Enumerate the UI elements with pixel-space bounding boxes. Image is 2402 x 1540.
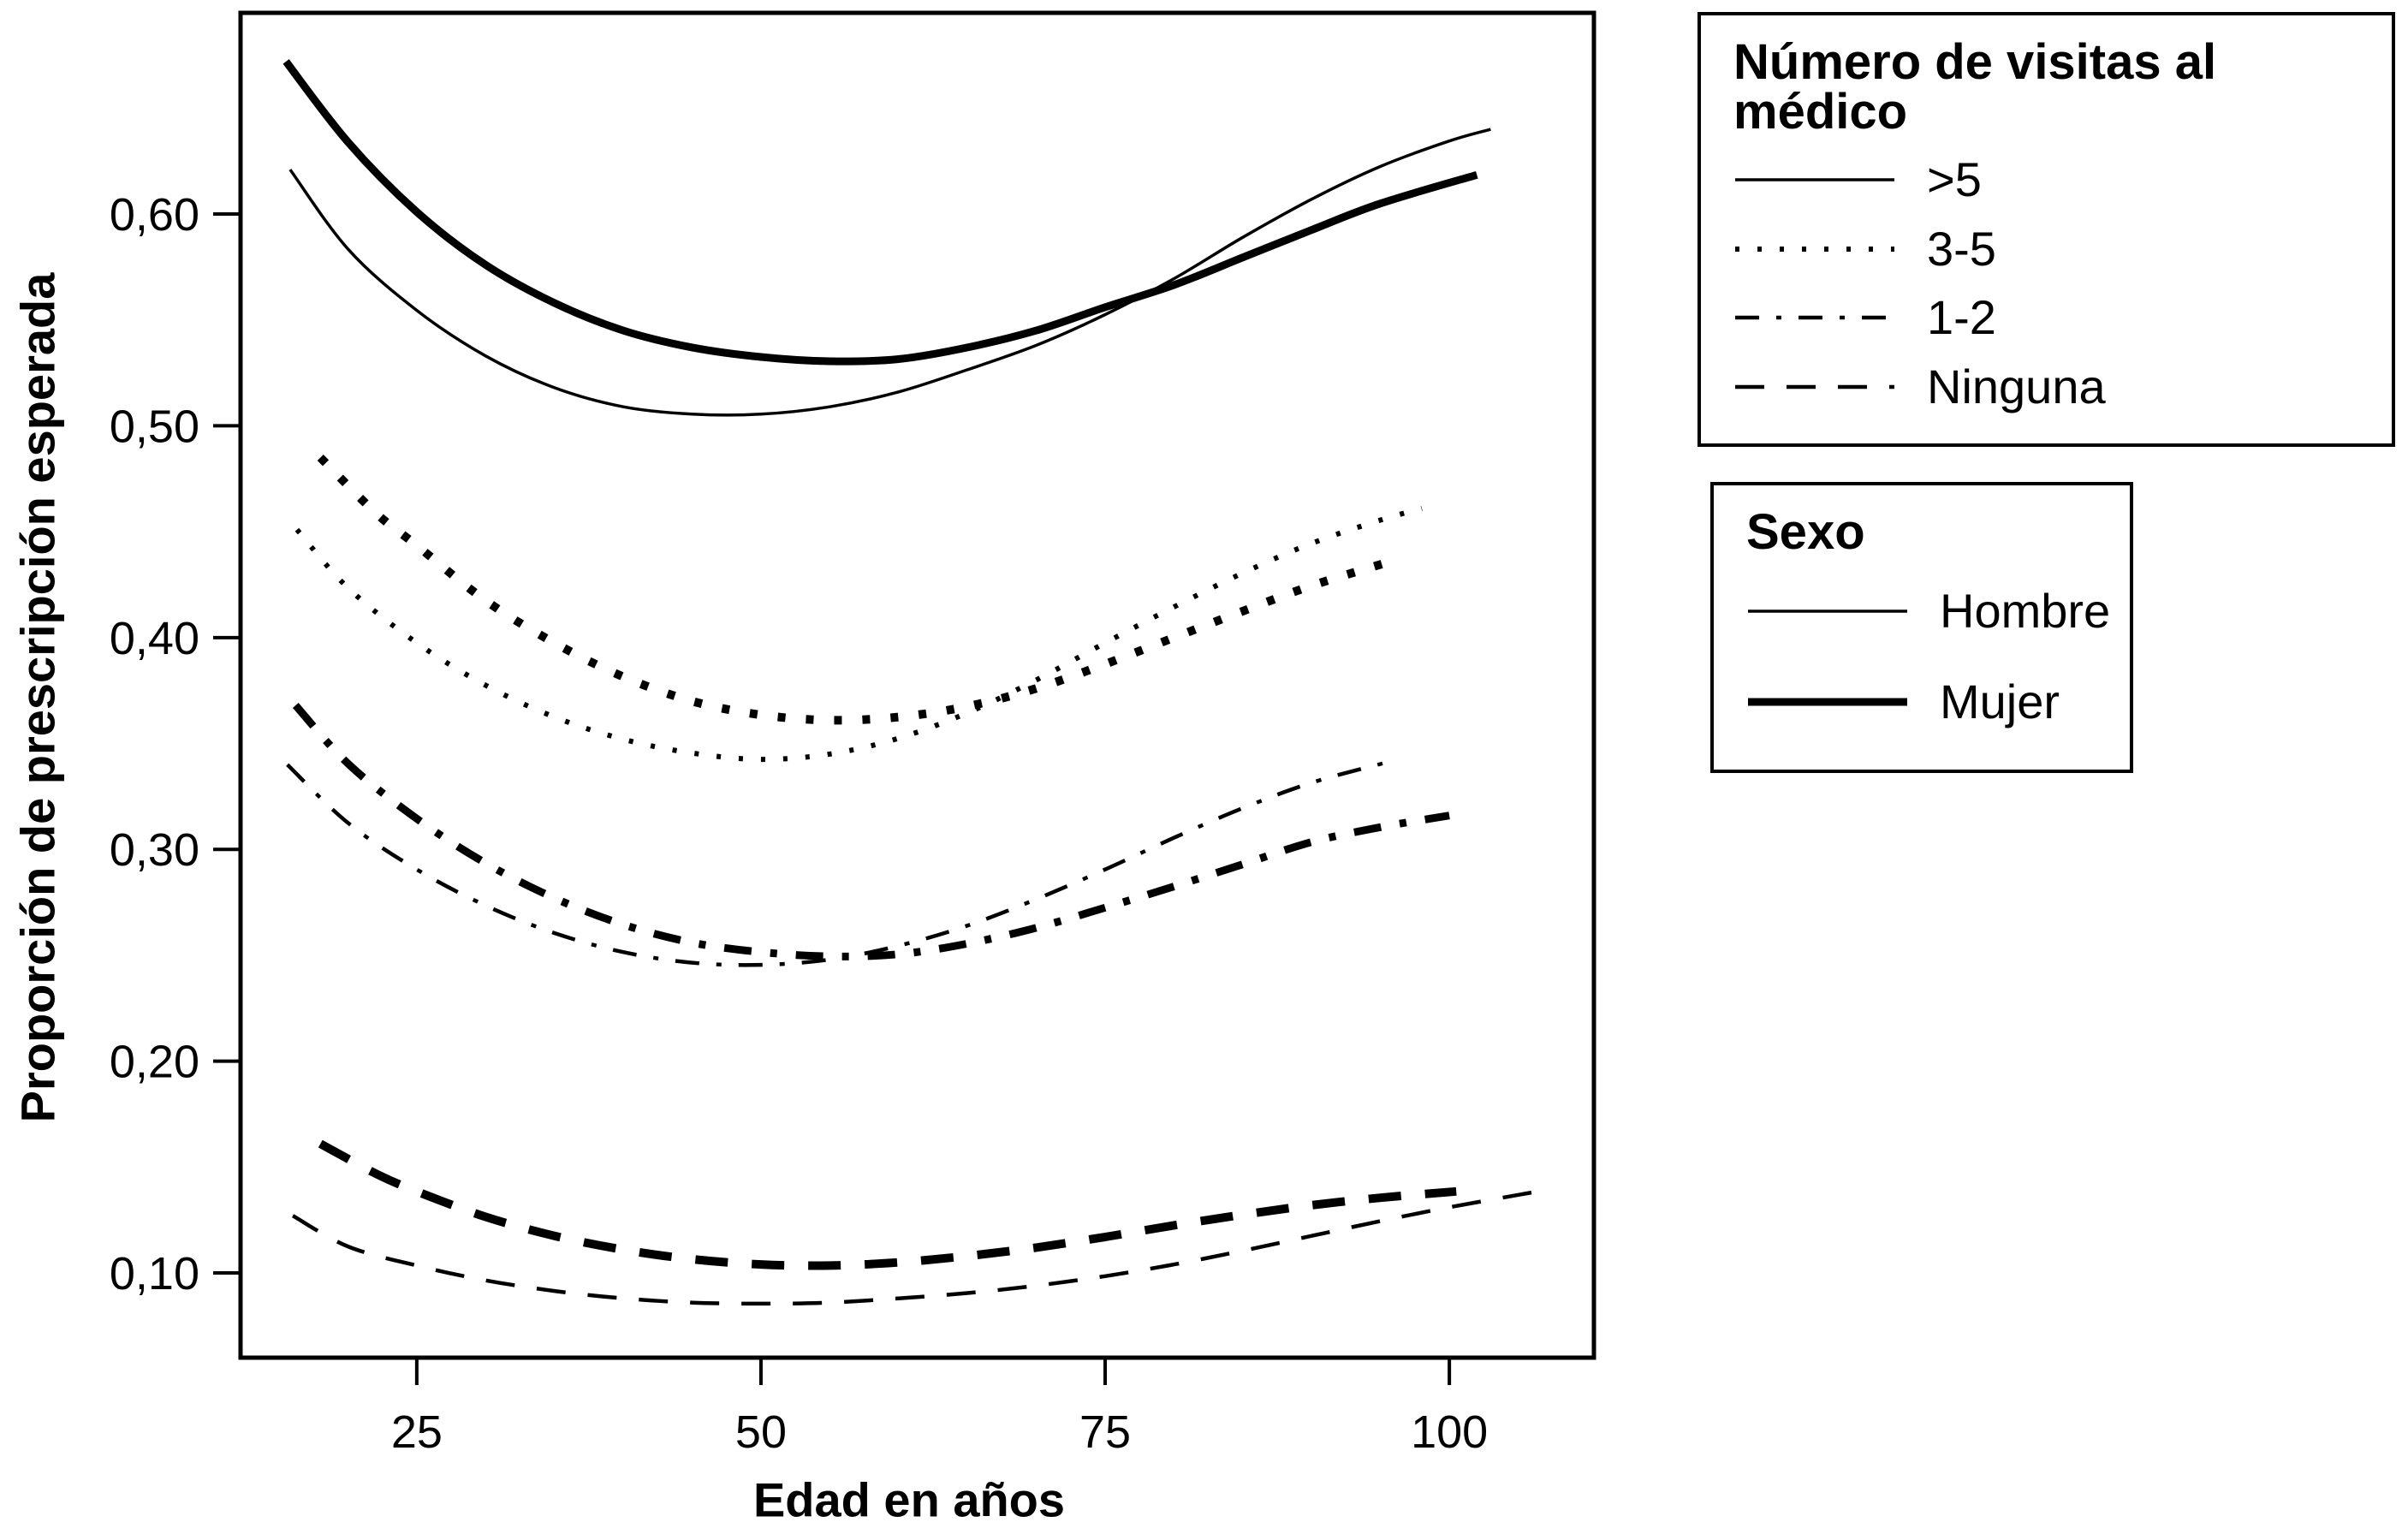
- x-axis-label: Edad en años: [752, 1472, 1066, 1527]
- dashed-line-sample-icon: [1735, 384, 1894, 389]
- y-tick-label: 0,10: [110, 1248, 199, 1299]
- series-curve-35-hombre: [294, 506, 1423, 763]
- legend-item-label: Ninguna: [1927, 359, 2106, 413]
- plot-frame: [238, 10, 1596, 1360]
- series-curve-5-mujer: [282, 59, 1478, 366]
- series-curve-35-mujer: [317, 454, 1396, 725]
- x-tick-label: 100: [1411, 1406, 1488, 1458]
- legend-item-label: Mujer: [1940, 675, 2060, 728]
- y-tick-label: 0,40: [110, 613, 199, 664]
- legend-item-label: 1-2: [1927, 290, 1996, 345]
- series-curve-12-mujer: [292, 702, 1450, 960]
- series-curve-Ninguna-hombre: [291, 1190, 1532, 1306]
- series-curve-12-hombre: [286, 760, 1387, 967]
- y-tick-label: 0,50: [110, 401, 199, 452]
- y-tick-label: 0,60: [110, 189, 199, 241]
- thin-line-sample-icon: [1748, 609, 1907, 613]
- legend-sex-box: Sexo Hombre Mujer: [1710, 482, 2133, 773]
- dashdot-line-sample-icon: [1735, 316, 1894, 320]
- legend-item-1-2: 1-2: [1733, 292, 2359, 343]
- solid-line-sample-icon: [1735, 178, 1894, 181]
- series-curve-Ninguna-mujer: [318, 1139, 1457, 1270]
- dotted-line-sample-icon: [1735, 246, 1894, 252]
- legend-item-label: 3-5: [1927, 221, 1996, 276]
- x-tick-label: 75: [1079, 1406, 1131, 1458]
- series-curve-5-hombre: [288, 128, 1491, 417]
- legend-item-ninguna: Ninguna: [1733, 361, 2359, 413]
- legend-item-label: >5: [1927, 152, 1982, 207]
- x-tick-label: 50: [735, 1406, 787, 1458]
- legend-item-mujer: Mujer: [1746, 676, 2097, 728]
- legend-sex-items: Hombre Mujer: [1746, 566, 2110, 747]
- y-tick-label: 0,20: [110, 1037, 199, 1088]
- legend-item-3-5: 3-5: [1733, 223, 2359, 275]
- thick-line-sample-icon: [1748, 698, 1907, 706]
- legend-item-label: Hombre: [1940, 584, 2111, 638]
- legend-visits-box: Número de visitas al médico >5 3-5 1-2 N…: [1697, 12, 2395, 447]
- y-tick-label: 0,30: [110, 824, 199, 876]
- legend-item-hombre: Hombre: [1746, 586, 2110, 637]
- legend-sex-title: Sexo: [1746, 504, 1865, 560]
- legend-visits-title: Número de visitas al médico: [1733, 34, 2217, 140]
- legend-item-gt5: >5: [1733, 154, 2359, 205]
- x-tick-label: 25: [391, 1406, 443, 1458]
- y-axis-label: Proporción de prescripción esperada: [10, 272, 65, 1123]
- legend-visits-items: >5 3-5 1-2 Ninguna: [1733, 146, 2359, 421]
